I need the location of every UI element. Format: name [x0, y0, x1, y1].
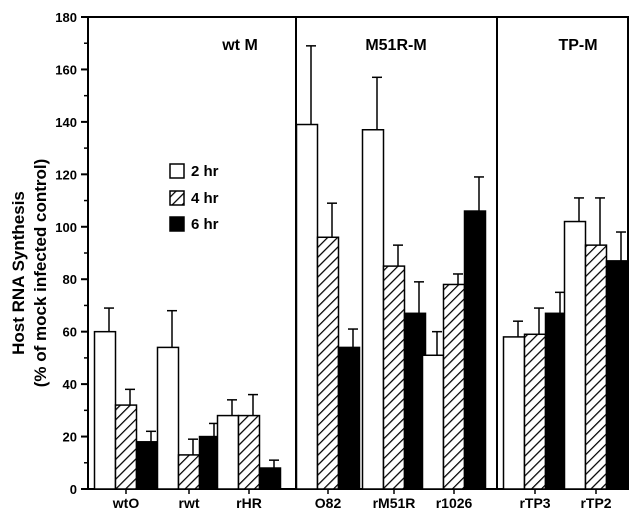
bar-2hr-rHR — [216, 414, 240, 490]
bar-4hr-rM51R — [382, 265, 406, 490]
legend-label: 4 hr — [191, 190, 219, 207]
bar-4hr-rTP2 — [584, 244, 608, 490]
x-tick-label: rHR — [236, 495, 262, 511]
bar-4hr-rHR — [237, 414, 261, 490]
bar-4hr-wtO — [114, 404, 138, 490]
legend-swatch-6hr — [169, 216, 185, 232]
bar-6hr-rTP2 — [605, 260, 629, 490]
x-tick-label: r1026 — [436, 495, 473, 511]
bar-6hr-rTP3 — [544, 312, 568, 490]
y-tick-label: 120 — [55, 167, 77, 182]
panel-title: M51R-M — [365, 37, 426, 54]
legend-swatch-4hr — [169, 190, 185, 206]
bar-2hr-r1026 — [421, 354, 445, 490]
bar-6hr-O82 — [337, 346, 361, 490]
y-tick-label: 20 — [63, 430, 77, 445]
y-tick-label: 60 — [63, 325, 77, 340]
y-tick-label: 80 — [63, 272, 77, 287]
legend-label: 2 hr — [191, 163, 219, 180]
plot-area: 0 20 40 60 80 100 120 140 160 180 wt M M51R-M TP-M wt… — [55, 10, 629, 511]
bar-2hr-rTP2 — [563, 220, 587, 490]
bar-2hr-wtO — [93, 330, 117, 490]
bar-2hr-rTP3 — [502, 336, 526, 490]
legend-swatch-2hr — [169, 163, 185, 179]
bar-4hr-rTP3 — [523, 333, 547, 490]
x-tick-label: rwt — [179, 495, 200, 511]
x-tick-label: rM51R — [373, 495, 416, 511]
x-tick-label: O82 — [315, 495, 342, 511]
bar-6hr-r1026 — [463, 210, 487, 490]
panel-title: TP-M — [558, 37, 597, 54]
bar-6hr-wtO — [135, 441, 159, 490]
y-axis-label-line2: (% of mock infected control) — [31, 159, 50, 388]
panel-title: wt M — [221, 37, 258, 54]
x-tick-label: wtO — [112, 495, 140, 511]
bar-2hr-O82 — [295, 123, 319, 490]
legend-label: 6 hr — [191, 216, 219, 233]
y-axis-label-line1: Host RNA Synthesis — [9, 191, 28, 355]
bar-4hr-rwt — [177, 454, 201, 490]
bar-2hr-rM51R — [361, 129, 385, 490]
bar-4hr-r1026 — [442, 283, 466, 490]
x-tick-label: rTP3 — [519, 495, 550, 511]
y-tick-label: 140 — [55, 115, 77, 130]
y-tick-label: 0 — [70, 482, 77, 497]
y-tick-label: 40 — [63, 377, 77, 392]
y-axis-label: Host RNA Synthesis (% of mock infected c… — [9, 159, 50, 388]
y-tick-label: 100 — [55, 220, 77, 235]
x-tick-label: rTP2 — [580, 495, 611, 511]
y-tick-label: 160 — [55, 62, 77, 77]
bar-4hr-O82 — [316, 236, 340, 490]
y-tick-label: 180 — [55, 10, 77, 25]
bar-6hr-rHR — [258, 467, 282, 490]
bar-2hr-rwt — [156, 346, 180, 490]
legend: 2 hr 4 hr 6 hr — [169, 163, 219, 233]
